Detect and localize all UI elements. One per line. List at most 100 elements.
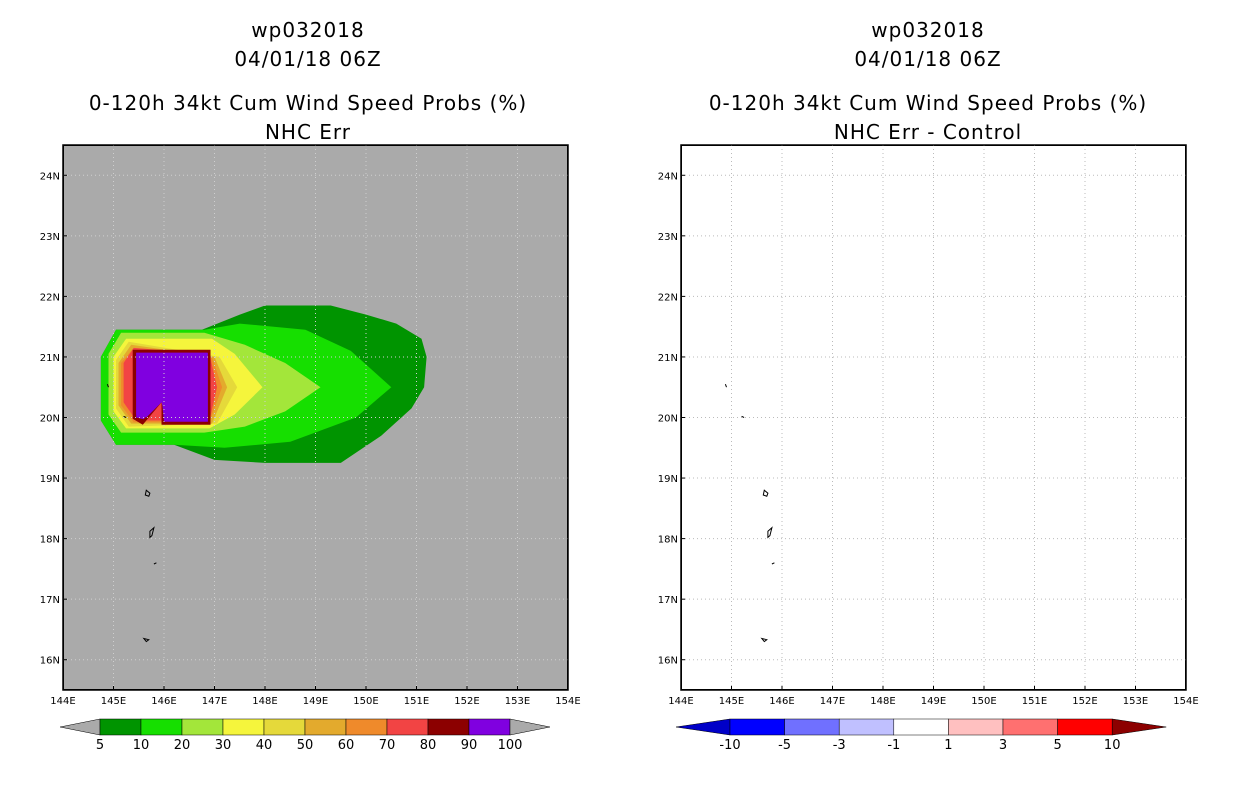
colorbar-label: 10 xyxy=(133,738,150,753)
colorbar-label: -1 xyxy=(887,738,900,753)
y-tick-label: 24N xyxy=(658,171,678,182)
colorbar-label: -10 xyxy=(719,738,740,753)
x-tick-label: 150E xyxy=(353,696,378,707)
x-tick-label: 148E xyxy=(252,696,277,707)
panel-left-storm: wp032018 xyxy=(251,18,365,42)
y-tick-label: 20N xyxy=(40,414,60,425)
y-tick-label: 18N xyxy=(658,535,678,546)
colorbar-label: 50 xyxy=(297,738,314,753)
colorbar-swatch xyxy=(729,718,785,736)
colorbar-swatch xyxy=(386,718,429,736)
colorbar-swatch xyxy=(948,718,1004,736)
colorbar-label: 10 xyxy=(1104,738,1121,753)
x-tick-label: 146E xyxy=(151,696,176,707)
y-tick-label: 19N xyxy=(40,474,60,485)
colorbar-label: -3 xyxy=(833,738,846,753)
x-tick-label: 145E xyxy=(101,696,126,707)
panel-left-title: 0-120h 34kt Cum Wind Speed Probs (%) xyxy=(88,91,528,115)
colorbar-high-triangle xyxy=(509,718,551,736)
x-tick-label: 153E xyxy=(1123,696,1148,707)
island-outline xyxy=(771,562,775,565)
colorbar-label: 1 xyxy=(944,738,952,753)
panel-right-subtitle: NHC Err - Control xyxy=(833,120,1023,144)
x-tick-label: 151E xyxy=(404,696,429,707)
y-tick-label: 24N xyxy=(40,171,60,182)
colorbar-label: 20 xyxy=(174,738,191,753)
x-tick-label: 149E xyxy=(921,696,946,707)
y-tick-label: 19N xyxy=(658,474,678,485)
plot-frame xyxy=(62,144,569,691)
contour-100 xyxy=(136,352,207,421)
island-outline xyxy=(762,489,769,497)
y-tick-label: 18N xyxy=(40,535,60,546)
colorbar-swatch xyxy=(893,718,949,736)
colorbar-swatch xyxy=(99,718,142,736)
x-tick-label: 149E xyxy=(303,696,328,707)
colorbar-label: 5 xyxy=(1053,738,1061,753)
x-tick-label: 145E xyxy=(719,696,744,707)
colorbar-swatch xyxy=(345,718,388,736)
colorbar-swatch xyxy=(1002,718,1058,736)
colorbar-label: 60 xyxy=(338,738,355,753)
x-tick-label: 152E xyxy=(454,696,479,707)
x-tick-label: 153E xyxy=(505,696,530,707)
island-outline xyxy=(724,384,727,388)
colorbar-swatch xyxy=(784,718,840,736)
y-tick-label: 17N xyxy=(40,595,60,606)
colorbar-swatch xyxy=(263,718,306,736)
y-tick-label: 21N xyxy=(658,353,678,364)
x-tick-label: 147E xyxy=(202,696,227,707)
colorbar-swatch xyxy=(222,718,265,736)
y-tick-label: 22N xyxy=(40,292,60,303)
colorbar-label: 90 xyxy=(461,738,478,753)
colorbar-label: 5 xyxy=(96,738,104,753)
colorbar-swatch xyxy=(140,718,183,736)
colorbar-swatch xyxy=(838,718,895,736)
y-tick-label: 17N xyxy=(658,595,678,606)
y-tick-label: 16N xyxy=(658,656,678,667)
x-tick-label: 144E xyxy=(50,696,75,707)
colorbar-label: 100 xyxy=(498,738,523,753)
colorbar-label: 70 xyxy=(379,738,396,753)
island-outline xyxy=(153,562,157,565)
colorbar-label: 30 xyxy=(215,738,232,753)
x-tick-label: 152E xyxy=(1072,696,1097,707)
colorbar-label: -5 xyxy=(778,738,791,753)
island-outline xyxy=(760,637,768,643)
plot-frame xyxy=(680,144,1187,691)
y-tick-label: 20N xyxy=(658,414,678,425)
island-outline xyxy=(767,526,773,539)
island-outline xyxy=(144,489,151,497)
island-outline xyxy=(106,384,109,388)
island-outline xyxy=(741,415,745,418)
colorbar-high-triangle xyxy=(1111,718,1167,736)
y-tick-label: 23N xyxy=(40,232,60,243)
y-tick-label: 23N xyxy=(658,232,678,243)
colorbar-swatch xyxy=(468,718,511,736)
island-outline xyxy=(142,637,150,643)
x-tick-label: 148E xyxy=(870,696,895,707)
x-tick-label: 146E xyxy=(769,696,794,707)
colorbar-low-triangle xyxy=(59,718,101,736)
panel-left-subtitle: NHC Err xyxy=(264,120,352,144)
x-tick-label: 144E xyxy=(668,696,693,707)
panel-right-title: 0-120h 34kt Cum Wind Speed Probs (%) xyxy=(708,91,1148,115)
colorbar-label: 80 xyxy=(420,738,437,753)
island-outline xyxy=(123,415,127,418)
colorbar-swatch xyxy=(304,718,347,736)
x-tick-label: 147E xyxy=(820,696,845,707)
colorbar-swatch xyxy=(427,718,470,736)
x-tick-label: 150E xyxy=(971,696,996,707)
panel-right-datetime: 04/01/18 06Z xyxy=(854,47,1002,71)
x-tick-label: 154E xyxy=(1173,696,1198,707)
colorbar-swatch xyxy=(181,718,224,736)
y-tick-label: 21N xyxy=(40,353,60,364)
y-tick-label: 16N xyxy=(40,656,60,667)
x-tick-label: 151E xyxy=(1022,696,1047,707)
y-tick-label: 22N xyxy=(658,292,678,303)
x-tick-label: 154E xyxy=(555,696,580,707)
colorbar-low-triangle xyxy=(675,718,731,736)
colorbar-label: 40 xyxy=(256,738,273,753)
colorbar-swatch xyxy=(1057,718,1113,736)
